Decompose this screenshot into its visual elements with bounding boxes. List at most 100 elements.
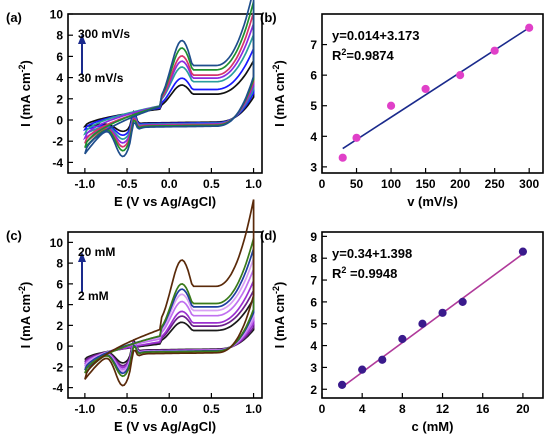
x-tick-label: 50 — [350, 177, 364, 191]
x-tick-label: 4 — [359, 402, 366, 416]
fit-line — [342, 27, 530, 150]
annotation-top: 300 mV/s — [78, 27, 130, 41]
data-point — [398, 334, 407, 344]
fit-line — [341, 253, 524, 388]
y-tick-label: 3 — [310, 361, 317, 375]
y-tick-label: 2 — [56, 319, 63, 333]
fit-equation: y=0.34+1.398 — [332, 246, 412, 261]
data-point — [352, 133, 361, 142]
data-point — [438, 308, 447, 317]
y-axis-label-end: ) — [272, 282, 287, 286]
annotation-bottom: 30 mV/s — [78, 71, 124, 85]
cv-curve — [84, 199, 255, 387]
r-squared: R2 =0.9948 — [332, 265, 397, 281]
y-tick-label: -2 — [52, 135, 63, 149]
x-tick-label: 0.0 — [161, 402, 178, 416]
y-tick-label: 0 — [56, 114, 63, 128]
y-tick-label: 8 — [56, 29, 63, 43]
data-point — [490, 46, 499, 55]
y-tick-label: -2 — [52, 360, 63, 374]
x-axis-label: v (mV/s) — [407, 194, 458, 209]
data-point — [386, 101, 396, 110]
plot-frame — [321, 13, 544, 174]
arrow-head — [78, 252, 86, 262]
data-point — [518, 247, 528, 256]
r-squared-sup: 2 — [341, 47, 346, 57]
panel-label: (d) — [260, 228, 277, 243]
y-tick-label: 8 — [310, 252, 317, 266]
x-tick-label: 8 — [399, 402, 406, 416]
panel-b: 0 50 100 150 200 250 300 3 4 5 6 7 v (mV/s) I (mA cm-… — [260, 10, 544, 209]
annotation-bottom: 2 mM — [78, 289, 109, 303]
y-axis-label-main: I (mA cm — [272, 294, 287, 348]
x-tick-label: -0.5 — [117, 402, 138, 416]
y-axis-label-sup: -2 — [17, 286, 27, 294]
y-axis-label-end: ) — [18, 282, 33, 286]
data-point — [337, 380, 347, 389]
x-tick-label: 300 — [519, 177, 539, 191]
r-squared-sup: 2 — [341, 265, 346, 275]
y-tick-label: 5 — [310, 99, 317, 113]
y-axis-label: I (mA cm-2) — [17, 282, 33, 349]
panel-a: -1.0 -0.5 0.0 0.5 1.0 -4 -2 0 2 4 6 8 10 E (V vs Ag/A… — [6, 0, 263, 209]
x-axis-label: E (V vs Ag/AgCl) — [114, 419, 216, 434]
x-tick-label: 250 — [485, 177, 505, 191]
y-tick-label: 6 — [310, 295, 317, 309]
x-tick-label: 0.5 — [203, 402, 220, 416]
x-tick-label: 16 — [476, 402, 490, 416]
y-tick-label: 6 — [56, 277, 63, 291]
y-tick-label: 4 — [310, 130, 317, 144]
x-tick-label: 0.5 — [203, 177, 220, 191]
y-axis-label-main: I (mA cm — [18, 72, 33, 126]
r-squared-label: R — [332, 48, 342, 63]
cv-curve — [84, 0, 255, 158]
plot-frame — [67, 231, 263, 399]
y-tick-label: 7 — [310, 274, 317, 288]
y-axis-label-sup: -2 — [271, 286, 281, 294]
data-point — [525, 23, 534, 32]
fit-equation: y=0.014+3.173 — [332, 28, 419, 43]
arrow-head — [78, 34, 86, 44]
y-axis-label-main: I (mA cm — [272, 72, 287, 126]
x-axis-label: E (V vs Ag/AgCl) — [114, 194, 216, 209]
r-squared-value: =0.9874 — [346, 48, 394, 63]
x-tick-label: 0 — [319, 177, 326, 191]
data-point — [421, 84, 430, 94]
x-tick-label: 1.0 — [245, 402, 262, 416]
y-tick-label: 3 — [310, 160, 317, 174]
panel-c: -1.0 -0.5 0.0 0.5 1.0 -4 -2 0 2 4 6 8 10 E (V vs Ag/A… — [6, 199, 263, 434]
x-tick-label: 12 — [436, 402, 450, 416]
x-tick-label: -1.0 — [75, 402, 96, 416]
y-tick-label: 2 — [310, 383, 317, 397]
y-axis-label: I (mA cm-2) — [271, 282, 287, 349]
y-axis-label-sup: -2 — [271, 64, 281, 72]
y-axis-label-sup: -2 — [17, 64, 27, 72]
panel-label: (a) — [6, 10, 22, 25]
x-tick-label: -0.5 — [117, 177, 138, 191]
x-axis-label: c (mM) — [412, 419, 454, 434]
data-point — [458, 297, 467, 306]
y-axis-label-end: ) — [272, 60, 287, 64]
panel-label: (b) — [260, 10, 277, 25]
data-point — [358, 365, 367, 374]
x-tick-label: 0.0 — [161, 177, 178, 191]
plot-frame — [321, 231, 544, 399]
x-tick-label: 20 — [516, 402, 530, 416]
y-tick-label: 10 — [50, 8, 64, 22]
data-point — [418, 319, 427, 328]
x-tick-label: 1.0 — [245, 177, 262, 191]
y-axis-label: I (mA cm-2) — [271, 60, 287, 127]
x-tick-label: 0 — [319, 402, 326, 416]
y-tick-label: 9 — [310, 230, 317, 244]
y-axis-label: I (mA cm-2) — [17, 60, 33, 127]
data-point — [338, 153, 347, 162]
y-tick-label: 0 — [56, 340, 63, 354]
y-tick-label: 2 — [56, 92, 63, 106]
x-tick-label: 200 — [450, 177, 470, 191]
panel-d: 0 4 8 12 16 20 2 3 4 5 6 7 8 9 c (mM) I (mA cm-2) (d) y=0… — [260, 228, 544, 434]
y-tick-label: -4 — [52, 156, 63, 170]
r-squared-label: R — [332, 266, 342, 281]
y-tick-label: 6 — [310, 69, 317, 83]
panel-label: (c) — [6, 228, 22, 243]
